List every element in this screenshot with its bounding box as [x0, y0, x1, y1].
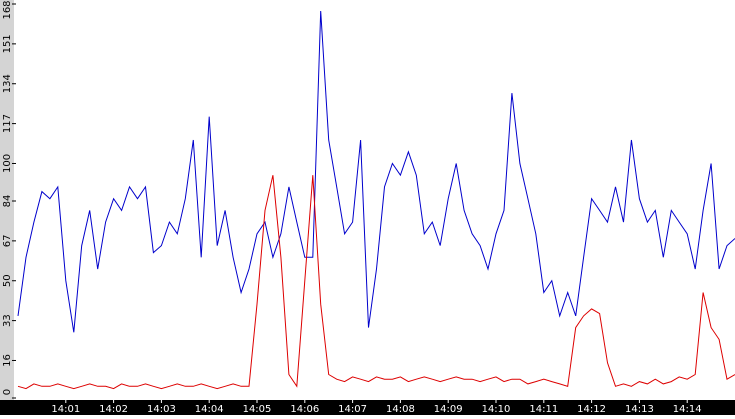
- x-tick-label: 14:12: [577, 404, 606, 415]
- y-tick-label: 50: [2, 274, 13, 287]
- y-tick-label: 134: [2, 74, 13, 93]
- y-axis-bar: [0, 0, 14, 400]
- y-tick-label: 100: [2, 154, 13, 173]
- x-tick-label: 14:03: [147, 404, 176, 415]
- x-tick-label: 14:08: [386, 404, 415, 415]
- x-tick-label: 14:07: [338, 404, 367, 415]
- x-axis-bar: [0, 400, 735, 415]
- y-tick-label: 168: [2, 0, 13, 19]
- x-tick-label: 14:11: [529, 404, 558, 415]
- y-tick-label: 0: [2, 389, 13, 395]
- series-line: [17, 10, 735, 333]
- x-tick-label: 14:10: [482, 404, 511, 415]
- y-tick-label: 33: [2, 314, 13, 327]
- x-tick-label: 14:05: [243, 404, 272, 415]
- y-tick-label: 117: [2, 114, 13, 133]
- x-tick-label: 14:06: [290, 404, 319, 415]
- x-tick-label: 14:02: [99, 404, 128, 415]
- x-tick-label: 14:14: [673, 404, 702, 415]
- y-tick-label: 151: [2, 34, 13, 53]
- x-tick-label: 14:09: [434, 404, 463, 415]
- x-tick-label: 14:04: [195, 404, 224, 415]
- x-tick-label: 14:01: [51, 404, 80, 415]
- y-tick-label: 67: [2, 235, 13, 248]
- x-tick-label: 14:13: [625, 404, 654, 415]
- y-tick-label: 16: [2, 354, 13, 367]
- series-line: [17, 175, 735, 390]
- y-tick-label: 84: [2, 195, 13, 208]
